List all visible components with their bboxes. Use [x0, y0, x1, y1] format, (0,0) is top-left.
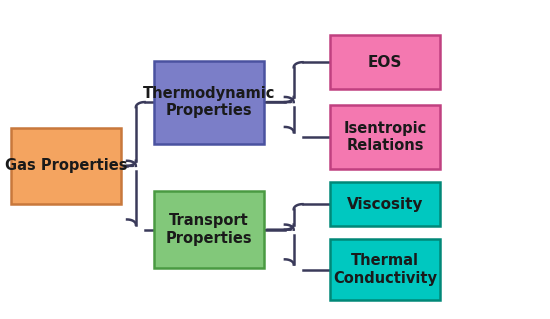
- Text: Transport
Properties: Transport Properties: [166, 213, 252, 246]
- Text: Thermal
Conductivity: Thermal Conductivity: [333, 253, 437, 286]
- FancyBboxPatch shape: [330, 105, 440, 169]
- FancyBboxPatch shape: [330, 35, 440, 89]
- FancyBboxPatch shape: [330, 182, 440, 226]
- FancyBboxPatch shape: [154, 61, 264, 144]
- Text: Viscosity: Viscosity: [346, 197, 424, 212]
- FancyBboxPatch shape: [154, 191, 264, 268]
- FancyBboxPatch shape: [11, 128, 121, 204]
- Text: Thermodynamic
Properties: Thermodynamic Properties: [143, 86, 275, 118]
- Text: Isentropic
Relations: Isentropic Relations: [343, 121, 427, 153]
- FancyBboxPatch shape: [330, 239, 440, 300]
- Text: Gas Properties: Gas Properties: [5, 158, 127, 174]
- Text: EOS: EOS: [368, 55, 402, 70]
